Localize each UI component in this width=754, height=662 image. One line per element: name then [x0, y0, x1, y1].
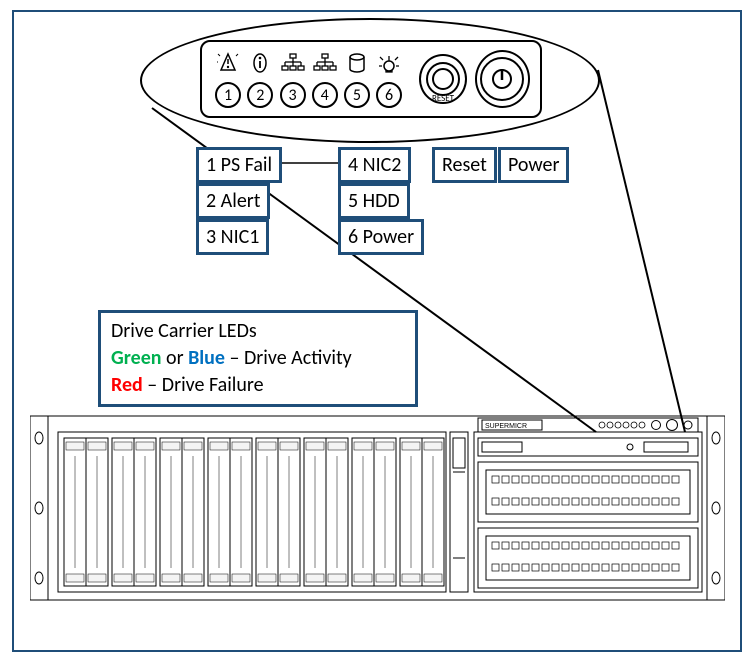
led-1: 1	[212, 50, 244, 108]
legend-green: Green	[111, 346, 162, 370]
label-power: Power	[498, 147, 569, 183]
led-6: 6	[373, 50, 405, 108]
hdd-icon	[347, 50, 367, 76]
power-button[interactable]	[475, 50, 530, 108]
label-hdd: 5 HDD	[338, 183, 410, 219]
legend-blue: Blue	[188, 346, 225, 370]
led-4: 4	[309, 50, 341, 108]
reset-button[interactable]: RESET	[419, 54, 467, 104]
led-number: 5	[344, 82, 370, 108]
label-ps-fail: 1 PS Fail	[196, 147, 282, 183]
led-3: 3	[276, 50, 308, 108]
label-nic2: 4 NIC2	[338, 147, 411, 183]
led-2: 2	[244, 50, 276, 108]
led-number: 3	[280, 82, 306, 108]
legend-red: Red	[111, 373, 143, 397]
label-power-led: 6 Power	[338, 219, 424, 255]
drive-led-legend: Drive Carrier LEDs Green or Blue – Drive…	[98, 310, 418, 407]
legend-title: Drive Carrier LEDs	[111, 318, 405, 345]
led-number: 6	[376, 82, 402, 108]
legend-or: or	[162, 346, 189, 370]
ps-fail-icon	[217, 50, 239, 76]
led-number: 2	[247, 82, 273, 108]
control-panel: 1 2 3 4 5 6 RESET	[200, 40, 542, 118]
led-5: 5	[341, 50, 373, 108]
nic-icon	[281, 50, 305, 76]
alert-info-icon	[249, 50, 271, 76]
power-icon	[488, 65, 516, 93]
label-nic1: 3 NIC1	[196, 219, 269, 255]
led-number: 1	[215, 82, 241, 108]
legend-failure: – Drive Failure	[143, 373, 264, 397]
nic-icon	[313, 50, 337, 76]
legend-activity: – Drive Activity	[225, 346, 352, 370]
led-number: 4	[312, 82, 338, 108]
label-alert: 2 Alert	[196, 183, 270, 219]
power-led-icon	[378, 50, 400, 76]
label-reset: Reset	[432, 147, 497, 183]
reset-button-label: RESET	[432, 93, 454, 104]
